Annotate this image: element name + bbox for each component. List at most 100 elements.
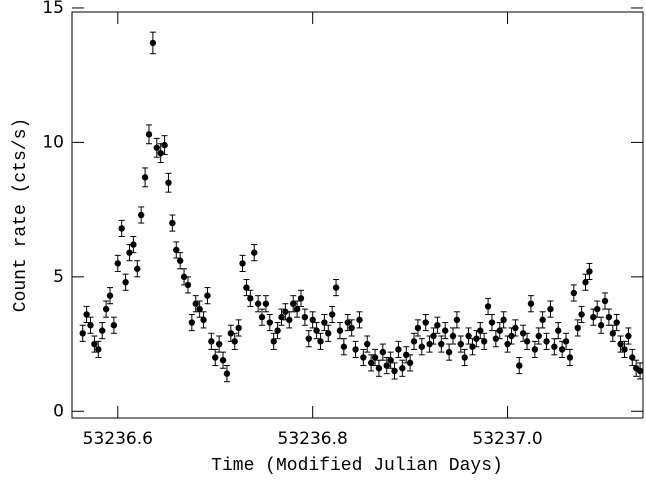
data-point xyxy=(597,322,605,329)
data-point xyxy=(453,316,461,324)
data-point xyxy=(297,295,305,302)
y-tick-label: 15 xyxy=(42,0,64,18)
x-tick-label: 53236.6 xyxy=(83,429,153,449)
data-point xyxy=(309,316,316,324)
data-point xyxy=(403,351,410,359)
data-point xyxy=(531,346,539,353)
data-point xyxy=(406,359,414,367)
data-point xyxy=(262,300,270,307)
data-point xyxy=(387,356,394,364)
data-point xyxy=(601,297,609,305)
data-point xyxy=(609,330,616,337)
data-point xyxy=(106,292,114,299)
data-point xyxy=(348,324,355,332)
data-point xyxy=(570,289,578,297)
data-point xyxy=(523,338,531,345)
data-point xyxy=(231,338,238,345)
data-point xyxy=(110,322,118,329)
data-point xyxy=(258,313,266,321)
data-point xyxy=(243,284,250,291)
data-point xyxy=(551,343,558,350)
data-point xyxy=(379,348,387,356)
data-point xyxy=(371,354,379,361)
data-point xyxy=(293,305,301,313)
data-point xyxy=(301,313,309,321)
data-point xyxy=(188,319,196,326)
data-point xyxy=(364,340,371,348)
data-point xyxy=(204,292,211,299)
data-point xyxy=(239,260,246,267)
x-tick-label: 53237.0 xyxy=(472,429,542,449)
data-point xyxy=(367,359,375,367)
data-point xyxy=(169,219,176,227)
data-point xyxy=(360,354,367,361)
data-point xyxy=(512,324,519,332)
data-point xyxy=(305,335,312,342)
data-point xyxy=(617,340,624,348)
data-point xyxy=(375,365,383,372)
data-point xyxy=(395,346,402,353)
data-point xyxy=(594,305,601,313)
data-point xyxy=(574,324,581,332)
data-point xyxy=(539,316,546,324)
data-point xyxy=(130,241,137,248)
data-point xyxy=(500,316,507,324)
data-point xyxy=(527,300,535,307)
data-point xyxy=(118,225,125,232)
data-point xyxy=(328,311,336,318)
data-point xyxy=(496,327,503,334)
data-point xyxy=(430,332,437,340)
y-tick-label: 5 xyxy=(53,267,64,287)
y-tick-label: 10 xyxy=(42,132,64,152)
data-point xyxy=(465,332,472,340)
data-point xyxy=(449,332,457,340)
data-point xyxy=(274,327,281,334)
data-point xyxy=(235,324,242,332)
data-point xyxy=(114,260,121,267)
data-point xyxy=(391,367,398,375)
data-point xyxy=(410,338,418,345)
data-point xyxy=(180,273,188,281)
data-point xyxy=(586,268,593,275)
x-axis-label: Time (Modified Julian Days) xyxy=(211,456,503,476)
data-point xyxy=(480,338,488,345)
data-point xyxy=(383,362,390,369)
data-point xyxy=(484,303,492,310)
data-point xyxy=(83,311,90,318)
data-point xyxy=(399,365,406,372)
data-point xyxy=(543,338,550,345)
data-point xyxy=(145,131,153,138)
data-point xyxy=(95,346,102,353)
data-point xyxy=(215,340,223,348)
data-point xyxy=(562,338,570,345)
data-point xyxy=(344,319,351,326)
data-point xyxy=(547,305,554,313)
data-point xyxy=(247,295,254,302)
data-point xyxy=(79,330,86,337)
data-point xyxy=(340,343,348,350)
data-point xyxy=(173,246,180,254)
data-point xyxy=(535,332,542,340)
data-point xyxy=(555,327,562,334)
data-point xyxy=(613,319,620,326)
data-point xyxy=(227,330,235,337)
data-point xyxy=(212,354,219,361)
data-point xyxy=(192,300,199,307)
data-point xyxy=(426,340,433,348)
data-point xyxy=(336,327,344,334)
data-point xyxy=(99,327,106,334)
data-point xyxy=(149,39,157,47)
data-point xyxy=(266,319,274,326)
data-point xyxy=(441,327,449,334)
data-point xyxy=(278,313,285,321)
data-point xyxy=(289,300,297,307)
data-point xyxy=(434,322,441,329)
data-point xyxy=(578,311,585,318)
data-point xyxy=(605,313,613,321)
data-point xyxy=(176,257,184,264)
data-point xyxy=(282,308,289,315)
data-point xyxy=(137,211,145,219)
data-point xyxy=(461,354,468,361)
data-point xyxy=(519,330,527,337)
